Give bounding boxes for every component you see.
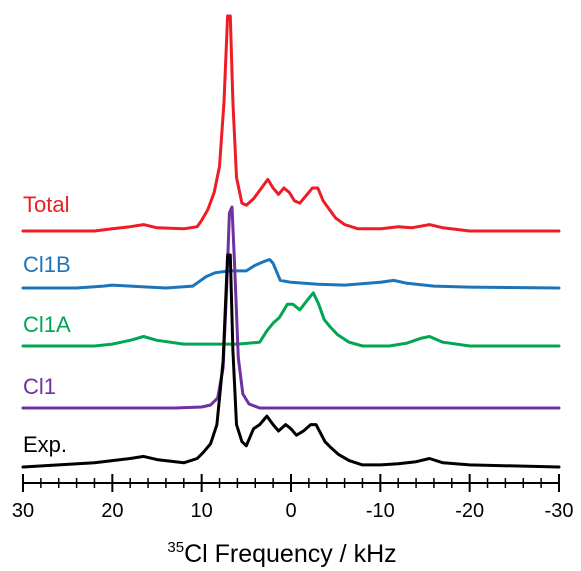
trace-cl1b	[21, 258, 561, 290]
trace-total	[21, 14, 561, 233]
x-axis: 30 20 10 0 -10 -20 -30	[12, 474, 574, 522]
x-axis-title-superscript: 35	[167, 539, 184, 556]
x-axis-title-text: Cl Frequency / kHz	[184, 540, 397, 568]
series-label-cl1b: Cl1B	[23, 252, 71, 277]
x-axis-tick-labels: 30 20 10 0 -10 -20 -30	[12, 500, 574, 522]
trace-exp	[21, 253, 561, 469]
series-label-cl1a: Cl1A	[23, 312, 71, 337]
series-label-exp: Exp.	[23, 432, 67, 457]
series-label-cl1: Cl1	[23, 374, 56, 399]
x-tick-label: 30	[12, 500, 34, 522]
traces	[21, 14, 561, 469]
x-tick-label: 10	[191, 500, 213, 522]
x-tick-label: 0	[285, 500, 296, 522]
x-axis-major-ticks	[22, 474, 560, 492]
trace-cl1a	[21, 291, 561, 348]
x-axis-title: 35Cl Frequency / kHz	[167, 539, 396, 568]
x-tick-label: -10	[366, 500, 395, 522]
x-axis-minor-ticks	[40, 478, 542, 488]
x-tick-label: 20	[101, 500, 123, 522]
series-label-total: Total	[23, 192, 69, 217]
x-tick-label: -20	[455, 500, 484, 522]
trace-cl1	[21, 205, 561, 410]
x-tick-label: -30	[545, 500, 574, 522]
trace-labels: Total Cl1B Cl1A Cl1 Exp.	[23, 192, 71, 457]
